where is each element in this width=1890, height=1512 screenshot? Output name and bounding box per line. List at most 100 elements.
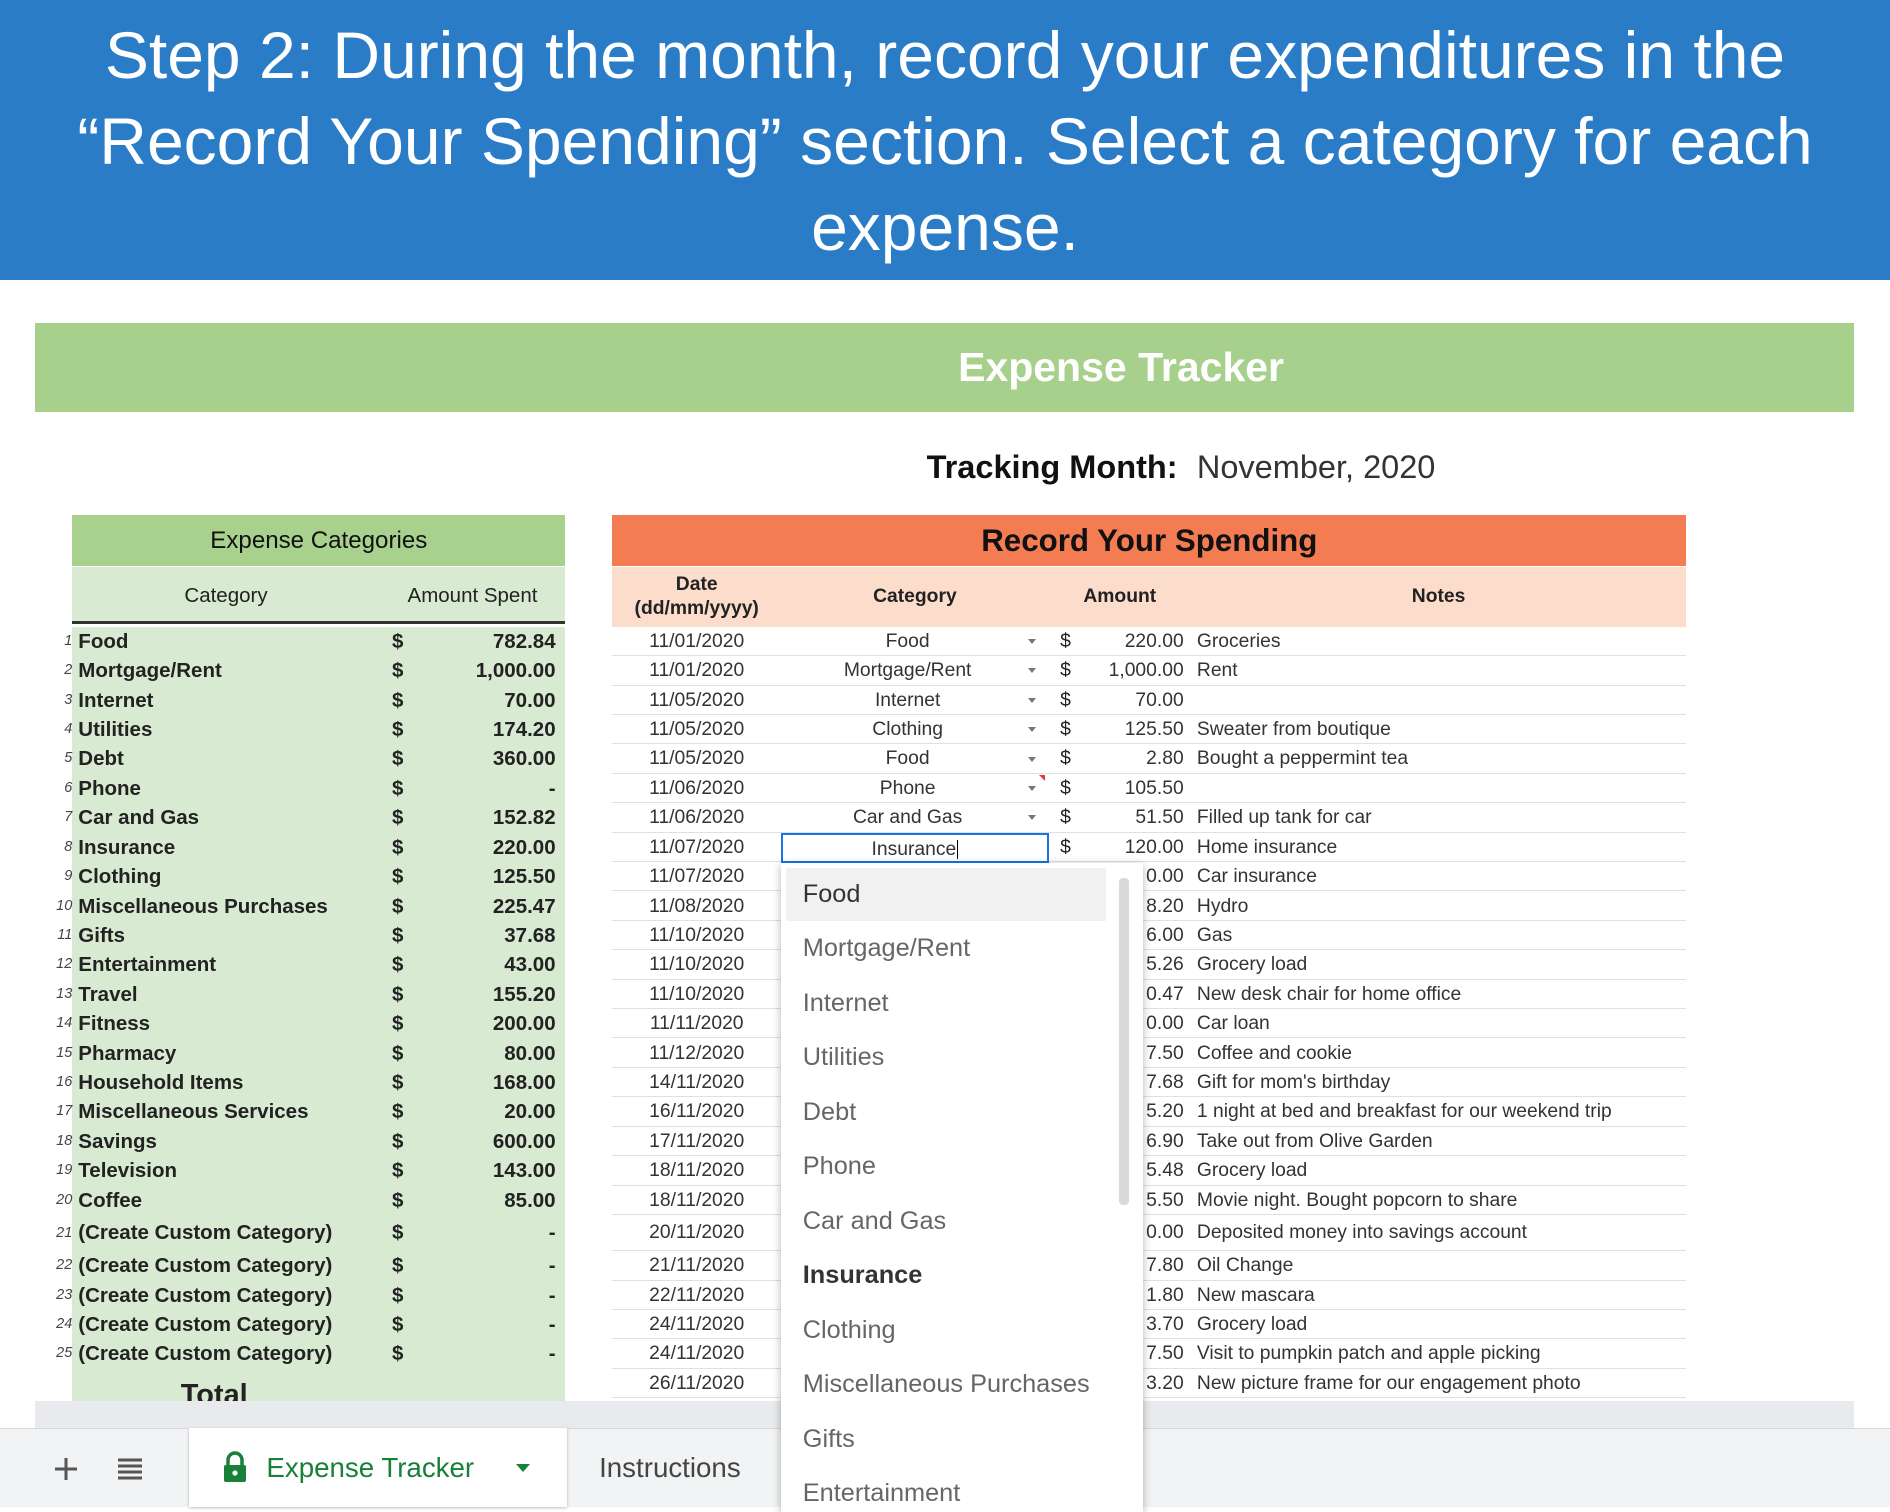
- category-cell[interactable]: Mortgage/Rent: [843, 660, 972, 682]
- category-name[interactable]: Clothing: [78, 865, 162, 889]
- notes-cell[interactable]: Deposited money into savings account: [1196, 1222, 1528, 1243]
- amount-cell[interactable]: 0.00: [1146, 866, 1184, 888]
- dropdown-option[interactable]: Miscellaneous Purchases: [802, 1370, 1090, 1399]
- amount-cell[interactable]: 5.48: [1146, 1160, 1184, 1182]
- date-cell[interactable]: 11/05/2020: [649, 748, 745, 770]
- notes-cell[interactable]: Take out from Olive Garden: [1196, 1130, 1433, 1152]
- category-name[interactable]: Food: [78, 629, 129, 653]
- amount-cell[interactable]: 6.90: [1146, 1130, 1184, 1152]
- category-cell[interactable]: Food: [885, 748, 930, 770]
- amount-cell[interactable]: 120.00: [1124, 836, 1184, 858]
- category-cell[interactable]: Phone: [879, 777, 936, 799]
- notes-cell[interactable]: Grocery load: [1196, 954, 1308, 976]
- date-cell[interactable]: 11/07/2020: [649, 866, 745, 888]
- notes-cell[interactable]: Grocery load: [1196, 1314, 1308, 1335]
- amount-cell[interactable]: 6.00: [1146, 924, 1184, 946]
- notes-cell[interactable]: Oil Change: [1196, 1255, 1294, 1277]
- category-name[interactable]: Insurance: [78, 835, 176, 859]
- notes-cell[interactable]: Coffee and cookie: [1196, 1042, 1352, 1064]
- date-cell[interactable]: 11/08/2020: [649, 895, 745, 917]
- notes-cell[interactable]: Visit to pumpkin patch and apple picking: [1196, 1343, 1541, 1365]
- notes-cell[interactable]: Sweater from boutique: [1196, 719, 1391, 740]
- date-cell[interactable]: 11/10/2020: [649, 983, 745, 1005]
- amount-cell[interactable]: 220.00: [1124, 630, 1184, 652]
- dropdown-option[interactable]: Entertainment: [802, 1479, 961, 1508]
- amount-cell[interactable]: 105.50: [1124, 777, 1184, 799]
- date-cell[interactable]: 11/10/2020: [649, 954, 745, 976]
- category-name[interactable]: Savings: [78, 1129, 157, 1153]
- date-cell[interactable]: 11/07/2020: [649, 836, 745, 858]
- category-name[interactable]: Television: [78, 1159, 178, 1183]
- category-name[interactable]: Miscellaneous Purchases: [78, 894, 328, 918]
- category-cell[interactable]: Food: [885, 630, 930, 652]
- amount-cell[interactable]: 5.50: [1146, 1189, 1184, 1211]
- notes-cell[interactable]: New picture frame for our engagement pho…: [1196, 1372, 1581, 1394]
- dropdown-option[interactable]: Mortgage/Rent: [802, 934, 971, 963]
- amount-cell[interactable]: 1.80: [1146, 1284, 1184, 1306]
- dropdown-arrow[interactable]: [1028, 756, 1037, 762]
- date-cell[interactable]: 16/11/2020: [649, 1101, 745, 1123]
- amount-cell[interactable]: 1,000.00: [1108, 660, 1184, 682]
- category-cell[interactable]: Clothing: [872, 719, 944, 740]
- date-cell[interactable]: 11/05/2020: [649, 719, 745, 740]
- notes-cell[interactable]: New mascara: [1196, 1284, 1315, 1306]
- amount-cell[interactable]: 3.20: [1146, 1372, 1184, 1394]
- category-name[interactable]: Pharmacy: [78, 1041, 177, 1065]
- dropdown-option[interactable]: Debt: [802, 1097, 857, 1126]
- sheet-tab[interactable]: Instructions: [599, 1452, 741, 1483]
- dropdown-option[interactable]: Food: [802, 879, 861, 908]
- add-sheet-button[interactable]: [52, 1455, 80, 1483]
- dropdown-option[interactable]: Phone: [802, 1152, 876, 1181]
- category-name[interactable]: Car and Gas: [78, 806, 200, 830]
- cell-editor[interactable]: Insurance: [781, 832, 1049, 863]
- amount-cell[interactable]: 0.47: [1146, 983, 1184, 1005]
- active-tab[interactable]: [189, 1428, 567, 1507]
- notes-cell[interactable]: 1 night at bed and breakfast for our wee…: [1196, 1101, 1612, 1123]
- date-cell[interactable]: 11/06/2020: [649, 777, 745, 799]
- date-cell[interactable]: 11/01/2020: [649, 630, 745, 652]
- category-name[interactable]: Household Items: [78, 1070, 244, 1094]
- amount-cell[interactable]: 7.50: [1146, 1042, 1184, 1064]
- dropdown-arrow[interactable]: [1028, 668, 1037, 674]
- category-name[interactable]: Debt: [78, 747, 124, 771]
- category-name[interactable]: Gifts: [78, 923, 125, 947]
- amount-cell[interactable]: 5.26: [1146, 954, 1184, 976]
- category-name[interactable]: (Create Custom Category): [78, 1342, 333, 1366]
- category-name[interactable]: Mortgage/Rent: [78, 659, 222, 683]
- sheet-tab[interactable]: Expense Tracker: [266, 1452, 475, 1483]
- category-name[interactable]: (Create Custom Category): [78, 1313, 333, 1336]
- amount-cell[interactable]: 0.00: [1146, 1222, 1184, 1243]
- category-name[interactable]: Coffee: [78, 1188, 143, 1212]
- amount-cell[interactable]: 3.70: [1146, 1314, 1184, 1335]
- date-cell[interactable]: 24/11/2020: [649, 1343, 745, 1365]
- category-name[interactable]: Miscellaneous Services: [78, 1100, 309, 1124]
- date-cell[interactable]: 17/11/2020: [649, 1130, 745, 1152]
- category-name[interactable]: Entertainment: [78, 953, 217, 977]
- date-cell[interactable]: 26/11/2020: [649, 1372, 745, 1394]
- notes-cell[interactable]: Bought a peppermint tea: [1196, 748, 1409, 770]
- category-name[interactable]: Phone: [78, 776, 141, 800]
- date-cell[interactable]: 11/05/2020: [649, 689, 745, 711]
- tab-menu-arrow[interactable]: [516, 1464, 530, 1472]
- notes-cell[interactable]: Filled up tank for car: [1196, 807, 1372, 829]
- amount-cell[interactable]: 7.68: [1146, 1071, 1184, 1093]
- notes-cell[interactable]: Home insurance: [1196, 836, 1338, 858]
- category-name[interactable]: Utilities: [78, 718, 153, 741]
- category-name[interactable]: Travel: [78, 982, 138, 1006]
- notes-cell[interactable]: Groceries: [1196, 630, 1281, 652]
- notes-cell[interactable]: Movie night. Bought popcorn to share: [1196, 1189, 1518, 1211]
- dropdown-option[interactable]: Clothing: [802, 1315, 896, 1344]
- date-cell[interactable]: 22/11/2020: [649, 1284, 745, 1306]
- dropdown-arrow[interactable]: [1028, 785, 1037, 791]
- category-cell[interactable]: Car and Gas: [852, 807, 963, 829]
- category-cell[interactable]: Internet: [874, 689, 941, 711]
- dropdown-option[interactable]: Car and Gas: [802, 1206, 947, 1235]
- notes-cell[interactable]: Gas: [1196, 924, 1233, 946]
- all-sheets-button[interactable]: [116, 1457, 144, 1481]
- amount-cell[interactable]: 7.50: [1146, 1343, 1184, 1365]
- amount-cell[interactable]: 5.20: [1146, 1101, 1184, 1123]
- category-name[interactable]: Fitness: [78, 1012, 151, 1036]
- date-cell[interactable]: 11/01/2020: [649, 660, 745, 682]
- dropdown-option[interactable]: Utilities: [802, 1043, 885, 1072]
- category-name[interactable]: Internet: [78, 688, 154, 712]
